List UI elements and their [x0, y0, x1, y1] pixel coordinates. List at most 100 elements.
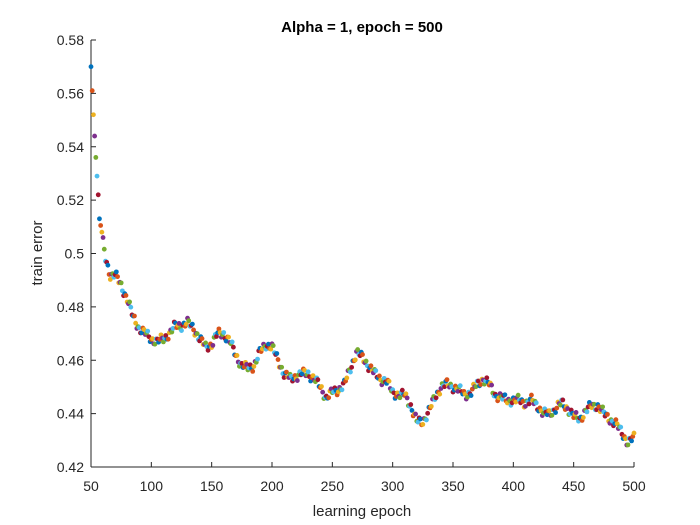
- x-tick-label: 250: [321, 478, 345, 494]
- data-point: [255, 356, 260, 362]
- x-tick-label: 400: [502, 478, 526, 494]
- x-tick-label: 350: [441, 478, 465, 494]
- data-point: [489, 382, 495, 388]
- data-point: [281, 375, 287, 380]
- data-point: [101, 246, 107, 252]
- data-point: [425, 410, 431, 416]
- data-point: [413, 411, 418, 417]
- data-point: [150, 336, 155, 342]
- data-point: [455, 388, 461, 394]
- data-point: [136, 325, 142, 331]
- data-point: [339, 387, 345, 393]
- data-point: [424, 417, 429, 423]
- data-point: [294, 378, 300, 383]
- data-point: [88, 64, 94, 70]
- data-point: [549, 412, 555, 418]
- data-point: [118, 280, 124, 286]
- data-point: [363, 358, 369, 364]
- data-point: [247, 362, 253, 368]
- y-tick-label: 0.48: [57, 299, 84, 315]
- data-point: [268, 346, 274, 352]
- data-point: [179, 328, 184, 333]
- data-point: [170, 325, 176, 331]
- data-point: [279, 364, 285, 370]
- data-point: [97, 216, 102, 222]
- data-point: [152, 341, 158, 347]
- data-point: [128, 304, 134, 310]
- data-point: [557, 402, 563, 408]
- data-point: [502, 392, 508, 398]
- data-point: [433, 395, 439, 401]
- data-point: [326, 395, 332, 401]
- data-point: [625, 442, 631, 448]
- data-point: [368, 363, 374, 369]
- data-point: [214, 334, 219, 339]
- data-point: [349, 364, 355, 370]
- data-point: [133, 320, 139, 326]
- data-point: [618, 424, 624, 430]
- data-point: [105, 262, 111, 268]
- data-point: [408, 402, 414, 407]
- x-tick-label: 50: [83, 478, 99, 494]
- data-point: [189, 321, 195, 327]
- data-point: [223, 338, 229, 344]
- data-point: [93, 155, 99, 160]
- data-point: [373, 368, 379, 374]
- data-point: [442, 384, 447, 390]
- data-point: [89, 88, 95, 94]
- data-point: [613, 417, 619, 423]
- data-point: [92, 133, 98, 139]
- data-point: [107, 277, 113, 282]
- data-point: [145, 328, 151, 334]
- x-tick-label: 500: [622, 478, 646, 494]
- y-axis-label: train error: [29, 220, 46, 285]
- data-point: [544, 412, 550, 418]
- data-point: [113, 269, 119, 275]
- data-point: [584, 409, 590, 415]
- data-point: [376, 373, 382, 379]
- data-point: [302, 367, 307, 373]
- data-point: [226, 334, 231, 340]
- data-point: [428, 403, 434, 409]
- data-point: [115, 274, 120, 280]
- y-tick-label: 0.5: [65, 246, 85, 262]
- data-point: [319, 384, 324, 389]
- data-point: [484, 375, 490, 381]
- data-point: [473, 384, 479, 390]
- y-tick-label: 0.44: [57, 406, 84, 422]
- y-tick-label: 0.54: [57, 139, 84, 155]
- data-point: [163, 333, 169, 338]
- data-point: [141, 327, 147, 332]
- data-point: [194, 331, 200, 337]
- data-point: [229, 339, 235, 345]
- data-point: [523, 403, 528, 409]
- x-tick-label: 150: [200, 478, 224, 494]
- data-point: [437, 391, 443, 397]
- data-point: [205, 347, 211, 353]
- data-point: [239, 361, 245, 366]
- data-point: [127, 299, 133, 305]
- data-point: [457, 383, 463, 389]
- data-point: [565, 406, 571, 411]
- data-point: [529, 392, 534, 398]
- data-point: [310, 373, 316, 379]
- data-point: [391, 390, 397, 396]
- data-point: [397, 395, 403, 401]
- y-tick-label: 0.58: [57, 32, 84, 48]
- data-point: [320, 389, 326, 395]
- data-point: [629, 438, 634, 444]
- data-point: [299, 371, 305, 377]
- data-point: [132, 313, 137, 319]
- x-axis-label: learning epoch: [313, 503, 411, 520]
- data-point: [573, 410, 579, 415]
- data-point: [475, 378, 481, 384]
- data-point: [513, 399, 519, 405]
- data-point: [623, 436, 628, 442]
- x-tick-label: 450: [562, 478, 586, 494]
- data-point: [591, 401, 597, 407]
- data-point: [547, 408, 552, 414]
- data-point: [221, 330, 227, 335]
- data-point: [251, 364, 257, 369]
- data-point: [91, 112, 96, 118]
